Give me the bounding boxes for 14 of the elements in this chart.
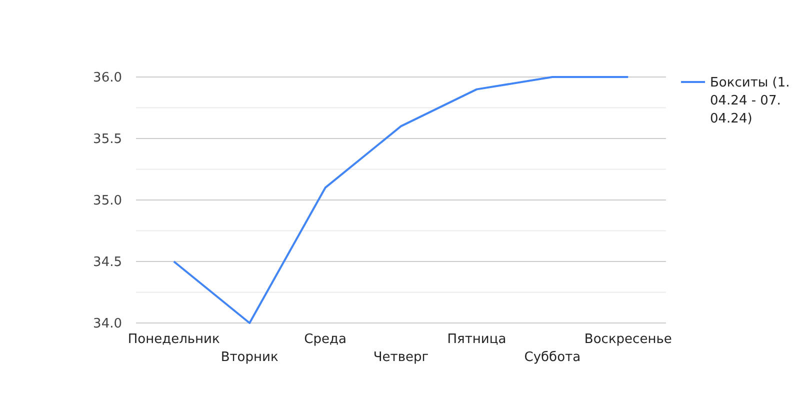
x-tick-label: Вторник [220,350,278,365]
line-series [172,76,630,324]
y-tick-label: 34.5 [93,255,122,270]
x-tick-label: Пятница [447,332,506,347]
x-tick-label: Суббота [524,350,581,365]
legend-label: Бокситы (1.04.24 - 07.04.24) [710,76,790,127]
y-tick-label: 34.0 [93,316,122,332]
x-tick-label: Воскресенье [584,332,672,347]
x-tick-label: Среда [304,332,346,347]
x-tick-label: Понедельник [128,332,220,347]
x-tick-label: Четверг [373,350,429,365]
y-tick-label: 35.0 [93,194,122,209]
y-tick-label: 35.5 [93,132,122,148]
y-tick-label: 36.0 [93,70,122,86]
